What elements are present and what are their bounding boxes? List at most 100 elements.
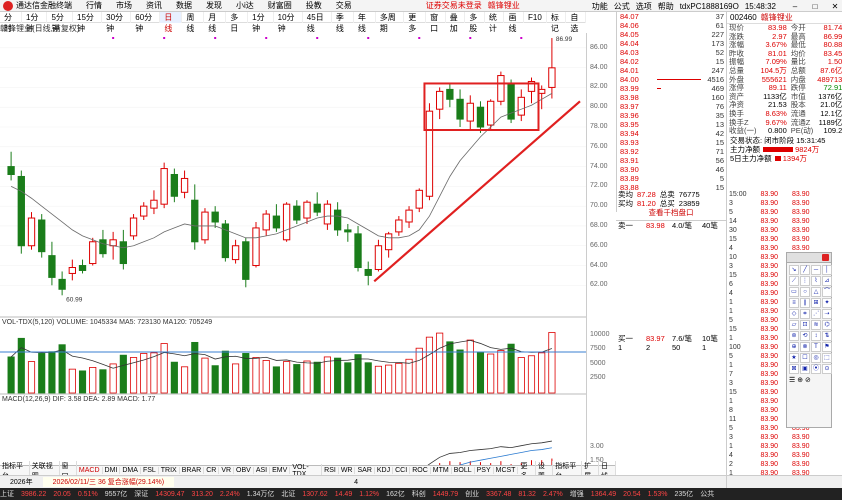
- order-book-row[interactable]: 83.94 42: [617, 129, 726, 138]
- period-tab[interactable]: 更多: [404, 11, 427, 33]
- menu-item[interactable]: 交易: [335, 1, 352, 10]
- draw-tool-icon[interactable]: ⟋: [789, 276, 799, 286]
- menu-item[interactable]: 数据: [176, 1, 192, 10]
- draw-tool-icon[interactable]: T: [811, 342, 821, 352]
- close-icon[interactable]: [822, 254, 829, 261]
- draw-tool-icon[interactable]: ⊕: [789, 342, 799, 352]
- order-book-row[interactable]: 84.01 247: [617, 66, 726, 75]
- candle[interactable]: [323, 203, 332, 225]
- candle[interactable]: [48, 255, 56, 278]
- candle[interactable]: [191, 199, 199, 243]
- candle[interactable]: [7, 166, 15, 175]
- order-book-row[interactable]: 84.02 15: [617, 57, 726, 66]
- menu-item[interactable]: 行情: [86, 1, 102, 10]
- order-book-row[interactable]: 83.97 76: [617, 102, 726, 111]
- candle[interactable]: [354, 233, 362, 269]
- menu-options[interactable]: 选项: [635, 1, 652, 11]
- candle[interactable]: [129, 217, 138, 237]
- candle[interactable]: [58, 278, 66, 290]
- draw-tool-icon[interactable]: ▣: [800, 364, 810, 374]
- draw-tool-icon[interactable]: ⟲: [800, 331, 810, 341]
- period-tab[interactable]: 年线: [354, 11, 376, 33]
- order-book-row[interactable]: 84.03 52: [617, 48, 726, 57]
- candle[interactable]: [140, 205, 148, 217]
- indicator-tab[interactable]: ROC: [410, 467, 431, 474]
- draw-tool-icon[interactable]: ╱: [800, 265, 810, 275]
- toolbar-button[interactable]: 多股: [465, 11, 485, 33]
- order-book-row[interactable]: 83.92 71: [617, 147, 726, 156]
- menu-item[interactable]: 投教: [305, 1, 322, 10]
- toolbar-button[interactable]: 标记: [547, 11, 567, 33]
- draw-tool-icon[interactable]: △: [811, 287, 821, 297]
- menu-formula[interactable]: 公式: [613, 1, 630, 11]
- candle[interactable]: [211, 211, 219, 223]
- candle[interactable]: [476, 106, 485, 128]
- indicator-tab[interactable]: MCST: [494, 467, 519, 474]
- order-book-row[interactable]: 83.91 56: [617, 156, 726, 165]
- order-book-row[interactable]: 83.89 5: [617, 174, 726, 183]
- palette-titlebar[interactable]: [787, 253, 831, 263]
- candle[interactable]: [425, 110, 434, 197]
- period-tab[interactable]: 日线: [160, 11, 183, 33]
- candle[interactable]: [78, 265, 87, 271]
- candle[interactable]: [435, 90, 444, 110]
- menu-item[interactable]: 市场: [116, 1, 132, 10]
- candle[interactable]: [180, 177, 189, 193]
- menu-item[interactable]: 小i达: [236, 1, 254, 10]
- draw-tool-icon[interactable]: ☐: [800, 353, 810, 363]
- period-tab[interactable]: 10分钟: [274, 11, 303, 33]
- indicator-tab[interactable]: ASI: [254, 467, 271, 474]
- period-tab[interactable]: 分时: [0, 11, 22, 33]
- indicator-tab[interactable]: WR: [339, 467, 356, 474]
- order-book-row[interactable]: 83.95 13: [617, 120, 726, 129]
- maximize-icon[interactable]: □: [812, 1, 818, 11]
- period-tab[interactable]: 5分钟: [47, 11, 73, 33]
- draw-tool-icon[interactable]: ⇅: [822, 331, 832, 341]
- candle[interactable]: [374, 245, 383, 270]
- period-tab[interactable]: 多日: [226, 11, 249, 33]
- draw-tool-icon[interactable]: ✦: [822, 298, 832, 308]
- menu-item[interactable]: 资讯: [146, 1, 162, 10]
- menu-item[interactable]: 发现: [206, 1, 222, 10]
- period-tab[interactable]: 60分钟: [131, 11, 161, 33]
- draw-tool-icon[interactable]: ▭: [789, 287, 799, 297]
- candle[interactable]: [252, 227, 260, 267]
- period-tab[interactable]: 多周期: [376, 11, 405, 33]
- toolbar-button[interactable]: 统计: [485, 11, 505, 33]
- candle[interactable]: [119, 241, 128, 265]
- candle[interactable]: [282, 203, 291, 241]
- draw-tool-icon[interactable]: ⊞: [811, 298, 821, 308]
- close-icon[interactable]: ✕: [831, 1, 839, 11]
- indicator-tab[interactable]: PSY: [475, 467, 494, 474]
- indicator-tab[interactable]: KDJ: [375, 467, 394, 474]
- candle[interactable]: [150, 199, 158, 209]
- drawing-tools-palette[interactable]: ↘ ╱ ─ │ ⟋ ⋮ ⌇ ⊿ ▭ ○ △ ⌒ ≡ ∥ ⊞ ✦ ◇ ⌗ ⋰ ⇢ ▱ ⊡ ≋ ⌬ ⊚ ⟲ ↕ ⇅ ⊕ ⊗ T ⚑ ★ ☐ ◎ ⬚ ⊠ ▣ ⦿ ⊙…: [786, 252, 832, 428]
- indicator-tab[interactable]: FSL: [141, 467, 159, 474]
- order-book-row[interactable]: 83.96 35: [617, 111, 726, 120]
- indicator-tab[interactable]: BOLL: [452, 467, 475, 474]
- draw-tool-icon[interactable]: ○: [800, 287, 810, 297]
- draw-tool-icon[interactable]: ⊠: [789, 364, 799, 374]
- candle[interactable]: [456, 98, 464, 120]
- toolbar-button[interactable]: 自选: [566, 11, 586, 33]
- candle[interactable]: [303, 201, 311, 219]
- draw-tool-icon[interactable]: ⊙: [822, 364, 832, 374]
- candle[interactable]: [221, 223, 230, 259]
- draw-tool-icon[interactable]: ⊚: [789, 331, 799, 341]
- toolbar-button[interactable]: 叠加: [446, 11, 466, 33]
- draw-tool-icon[interactable]: ⇢: [822, 309, 832, 319]
- draw-tool-icon[interactable]: ∥: [800, 298, 810, 308]
- candle[interactable]: [231, 245, 240, 261]
- candle[interactable]: [384, 233, 393, 251]
- candle[interactable]: [38, 219, 46, 253]
- draw-tool-icon[interactable]: ⌇: [811, 276, 821, 286]
- indicator-tab[interactable]: CCI: [393, 467, 411, 474]
- draw-tool-icon[interactable]: ⌬: [822, 320, 832, 330]
- draw-tool-icon[interactable]: ⊿: [822, 276, 832, 286]
- menu-item[interactable]: 财富圈: [267, 1, 292, 10]
- candle[interactable]: [68, 267, 76, 274]
- draw-tool-icon[interactable]: ≋: [811, 320, 821, 330]
- indicator-tab[interactable]: RSI: [322, 467, 339, 474]
- candle[interactable]: [27, 217, 36, 247]
- candle[interactable]: [170, 173, 179, 197]
